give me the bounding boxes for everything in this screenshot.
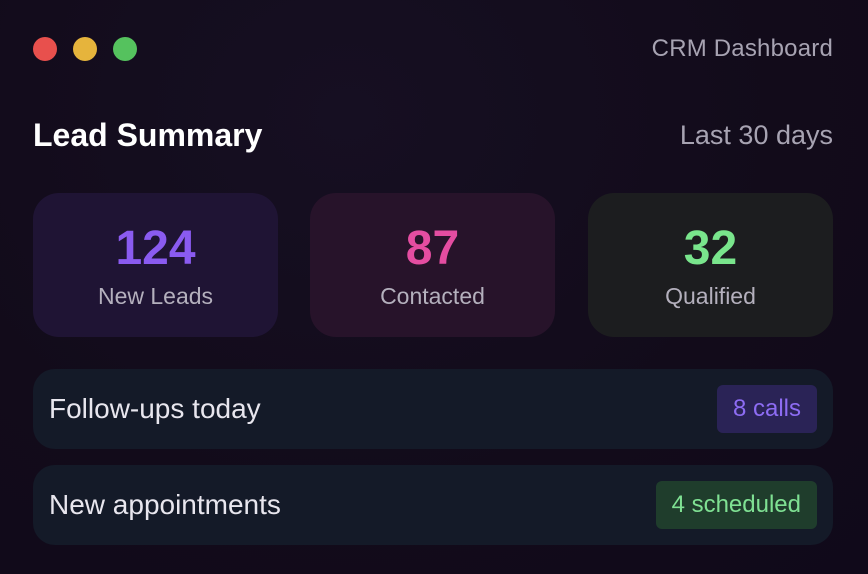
count-badge: 8 calls: [716, 385, 817, 433]
minimize-window-button[interactable]: [73, 37, 97, 61]
stat-label: Qualified: [665, 283, 756, 309]
stat-value: 32: [683, 222, 738, 275]
stat-label: New Leads: [97, 283, 214, 309]
stat-card-new-leads[interactable]: 124 New Leads: [33, 193, 278, 337]
close-window-button[interactable]: [33, 37, 57, 61]
stat-label: Contacted: [380, 283, 485, 309]
stat-value: 87: [405, 222, 460, 275]
app-title: CRM Dashboard: [651, 35, 833, 62]
count-badge: 4 scheduled: [655, 481, 817, 529]
stat-card-contacted[interactable]: 87 Contacted: [310, 193, 555, 337]
stat-value: 124: [115, 222, 196, 275]
list-item-follow-ups[interactable]: Follow-ups today 8 calls: [33, 369, 833, 449]
maximize-window-button[interactable]: [113, 37, 137, 61]
window-titlebar: CRM Dashboard: [0, 0, 868, 98]
date-range-label: Last 30 days: [679, 120, 833, 150]
list-item-label: Follow-ups today: [49, 393, 261, 424]
list-item-label: New appointments: [49, 489, 281, 520]
list-item-appointments[interactable]: New appointments 4 scheduled: [33, 465, 833, 545]
stat-card-qualified[interactable]: 32 Qualified: [588, 193, 833, 337]
section-title: Lead Summary: [33, 117, 263, 153]
